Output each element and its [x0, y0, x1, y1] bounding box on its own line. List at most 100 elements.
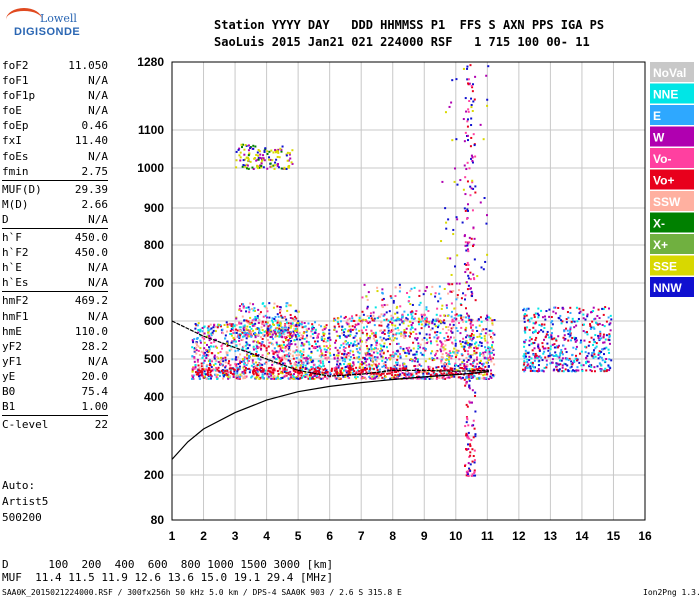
echo-point [256, 158, 259, 161]
echo-point [396, 370, 399, 373]
echo-point [388, 337, 391, 340]
param-value: 28.2 [81, 339, 109, 353]
echo-point [217, 352, 220, 355]
echo-point [392, 301, 395, 304]
echo-point [550, 335, 553, 338]
echo-point [459, 179, 462, 182]
echo-point [541, 345, 544, 348]
echo-point [376, 286, 379, 289]
echo-point [349, 333, 352, 336]
echo-point [591, 320, 594, 323]
echo-point [557, 346, 560, 349]
echo-point [392, 351, 395, 354]
echo-point [542, 338, 545, 341]
echo-point [236, 335, 239, 338]
echo-point [221, 343, 224, 346]
echo-point [477, 368, 480, 371]
echo-point [423, 317, 426, 320]
echo-point [314, 321, 317, 324]
echo-point [534, 312, 537, 315]
echo-point [460, 317, 463, 320]
echo-point [444, 348, 447, 351]
echo-point [337, 317, 340, 320]
echo-point [335, 367, 338, 370]
echo-point [262, 322, 265, 325]
echo-point [263, 149, 266, 152]
param-separator [2, 179, 108, 181]
echo-point [395, 306, 398, 309]
echo-point [450, 290, 453, 293]
echo-point [459, 332, 462, 335]
echo-point [300, 321, 303, 324]
echo-point [470, 474, 473, 477]
echo-point [288, 341, 291, 344]
echo-point [586, 313, 589, 316]
echo-point [389, 343, 392, 346]
echo-point [202, 376, 205, 379]
echo-point [203, 370, 206, 373]
echo-point [247, 306, 250, 309]
echo-point [486, 253, 489, 256]
auto-label: Auto: [2, 479, 36, 492]
legend-label: Vo- [653, 152, 671, 166]
echo-point [242, 376, 245, 379]
echo-point [323, 328, 326, 331]
echo-point [530, 357, 533, 360]
echo-point [545, 333, 548, 336]
param-name: M(D) [2, 197, 29, 211]
echo-point [443, 337, 446, 340]
echo-point [449, 257, 452, 260]
echo-point [287, 347, 290, 350]
legend-swatch [650, 277, 694, 297]
echo-point [280, 148, 283, 151]
echo-point [440, 358, 443, 361]
echo-point [573, 359, 576, 362]
echo-point [252, 366, 255, 369]
echo-point [247, 159, 250, 162]
echo-point [357, 361, 360, 364]
echo-point [368, 352, 371, 355]
echo-point [324, 367, 327, 370]
echo-point [383, 377, 386, 380]
echo-point [437, 300, 440, 303]
echo-point [466, 261, 469, 264]
echo-point [249, 369, 252, 372]
echo-point [313, 377, 316, 380]
echo-point [398, 317, 401, 320]
echo-point [242, 366, 245, 369]
echo-point [465, 168, 468, 171]
echo-point [316, 336, 319, 339]
echo-point [235, 344, 238, 347]
echo-point [355, 372, 358, 375]
echo-point [292, 354, 295, 357]
echo-point [322, 334, 325, 337]
echo-point [387, 326, 390, 329]
echo-point [314, 328, 317, 331]
echo-point [393, 337, 396, 340]
echo-point [464, 97, 467, 100]
echo-point [285, 368, 288, 371]
echo-point [577, 317, 580, 320]
echo-point [443, 363, 446, 366]
echo-point [379, 347, 382, 350]
echo-point [345, 343, 348, 346]
echo-point [453, 180, 456, 183]
echo-point [382, 365, 385, 368]
echo-point [222, 360, 225, 363]
param-value: 29.39 [74, 182, 108, 196]
echo-point [424, 322, 427, 325]
echo-point [226, 354, 229, 357]
echo-point [353, 328, 356, 331]
echo-point [487, 377, 490, 380]
echo-point [274, 161, 277, 164]
echo-point [392, 355, 395, 358]
echo-point [445, 326, 448, 329]
echo-point [209, 328, 212, 331]
echo-point [368, 365, 371, 368]
echo-point [290, 342, 293, 345]
echo-point [566, 311, 569, 314]
echo-point [537, 364, 540, 367]
echo-point [470, 319, 473, 322]
echo-point [479, 316, 482, 319]
echo-point [471, 181, 474, 184]
